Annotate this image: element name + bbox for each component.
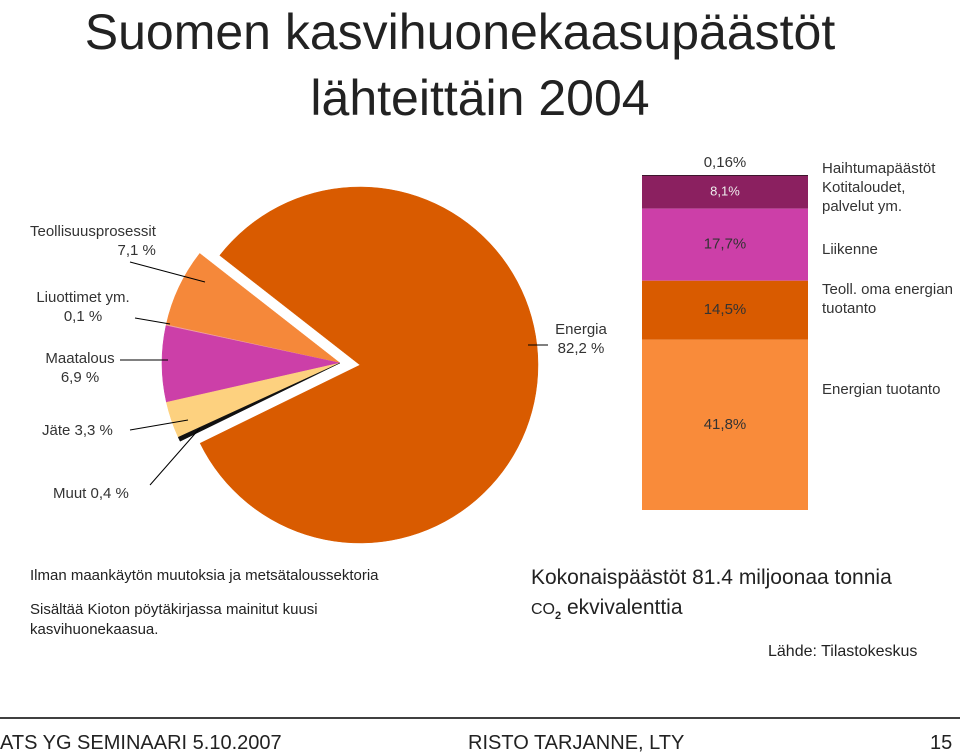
pie-label: Energia 82,2 %: [548, 320, 614, 358]
value-label: 0,4 %: [90, 485, 129, 502]
leader-line: [134, 317, 171, 325]
pie-label: Liuottimet ym. 0,1 %: [28, 288, 138, 326]
pie-label: Teollisuusprosessit 7,1 %: [30, 222, 156, 260]
title: lähteittäin 2004: [310, 70, 650, 126]
value-label: 41,8%: [704, 416, 747, 433]
pie-slice: [199, 186, 539, 544]
legend-entry: Teoll. oma energian tuotanto: [822, 281, 953, 317]
note: Sisältää Kioton pöytäkirjassa mainitut k…: [30, 601, 318, 638]
category: Energia: [555, 321, 607, 338]
bar-segment: [642, 208, 808, 281]
unit-sub: 2: [555, 610, 562, 623]
footer-left: ATS YG SEMINAARI 5.10.2007: [0, 732, 282, 754]
value-label: 8,1%: [710, 184, 740, 199]
value-label: 7,1 %: [117, 242, 156, 259]
category: Muut: [53, 485, 87, 502]
footer-center: RISTO TARJANNE, LTY: [468, 732, 685, 754]
note: Ilman maankäytön muutoksia ja metsätalou…: [30, 567, 379, 584]
category: Liuottimet ym.: [36, 289, 130, 306]
value-label: 14,5%: [704, 301, 747, 318]
pie-slice: [177, 362, 341, 442]
value-label: 0,16%: [704, 154, 747, 171]
value-label: 6,9 %: [60, 369, 100, 386]
legend-entry: Energian tuotanto: [822, 381, 941, 398]
category: Teollisuusprosessit: [30, 223, 156, 240]
value-label: 82,2 %: [557, 340, 605, 357]
legend-entry: Liikenne: [822, 241, 878, 258]
total: CO2 ekvivalenttia: [531, 596, 683, 622]
bar-segment: [642, 339, 808, 510]
leader-lines: [120, 261, 548, 486]
leader-line: [129, 419, 189, 431]
bar-segment: [642, 175, 808, 209]
title: Suomen kasvihuonekaasupäästöt: [84, 4, 836, 60]
unit: CO: [531, 601, 555, 618]
leader-line: [149, 427, 201, 486]
value-label: 17,7%: [704, 236, 747, 253]
value-label: 3,3 %: [74, 422, 113, 439]
pie-label: Muut 0,4 %: [53, 484, 129, 503]
bar-segment: [642, 280, 808, 340]
unit: ekvivalenttia: [566, 596, 683, 619]
category: Maatalous: [45, 350, 115, 367]
legend-entry: Haihtumapäästöt: [822, 160, 936, 177]
leader-line: [129, 261, 206, 283]
bar-segment: [642, 175, 808, 177]
footer-right: 15: [930, 732, 953, 754]
total: Kokonaispäästöt 81.4 miljoonaa tonnia: [531, 566, 892, 589]
pie-label: Maatalous 6,9 %: [40, 349, 120, 387]
category: Jäte: [42, 422, 71, 439]
value-label: 0,1 %: [63, 308, 103, 325]
pie-label: Jäte 3,3 %: [42, 421, 113, 440]
legend-entry: Kotitaloudet, palvelut ym.: [822, 179, 906, 215]
source: Lähde: Tilastokeskus: [768, 643, 918, 660]
